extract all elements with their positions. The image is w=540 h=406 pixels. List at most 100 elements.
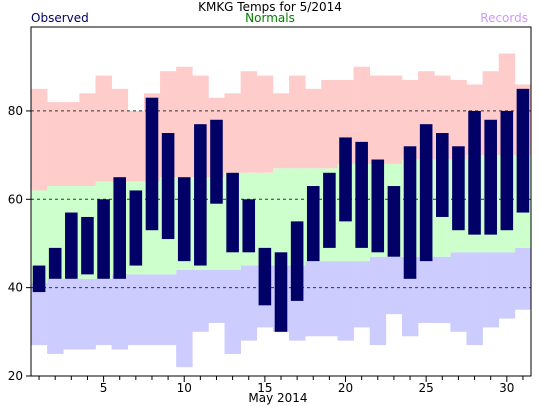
record-high-bar <box>176 66 193 178</box>
record-low-bar <box>385 256 403 315</box>
normal-bar <box>31 190 48 284</box>
x-tick-label: 20 <box>338 381 353 395</box>
observed-bar <box>371 159 385 253</box>
observed-bar <box>339 137 352 222</box>
observed-bar <box>436 133 449 217</box>
observed-bar <box>242 199 256 253</box>
record-high-bar <box>450 80 467 160</box>
record-high-bar <box>111 88 129 182</box>
y-tick-label: 60 <box>8 192 23 206</box>
x-axis-label: May 2014 <box>248 391 307 405</box>
chart-title: KMKG Temps for 5/2014 <box>198 0 342 14</box>
record-high-bar <box>95 75 112 182</box>
record-low-bar <box>321 261 338 337</box>
record-high-bar <box>31 88 48 191</box>
record-low-bar <box>418 256 435 323</box>
observed-bar <box>290 221 304 301</box>
observed-bar <box>194 124 207 266</box>
legend-records: Records <box>480 11 528 25</box>
record-low-bar <box>143 274 161 346</box>
record-high-bar <box>256 75 274 173</box>
tick-labels: 20 40 60 80 5 10 15 20 25 30 <box>8 104 515 395</box>
record-low-bar <box>63 278 80 350</box>
normal-bar <box>272 168 290 266</box>
observed-bar <box>387 186 401 257</box>
observed-bars <box>32 88 530 332</box>
record-low-bar <box>369 256 387 346</box>
observed-bar <box>403 146 417 279</box>
record-high-bar <box>321 80 338 169</box>
y-tick-label: 20 <box>8 369 23 383</box>
record-low-bar <box>514 247 532 310</box>
observed-bar <box>81 216 94 275</box>
record-low-bar <box>240 265 258 341</box>
record-low-bar <box>111 274 129 350</box>
x-tick-label: 30 <box>499 381 514 395</box>
observed-bar <box>145 97 159 231</box>
observed-bar <box>306 186 320 262</box>
observed-bar <box>323 172 336 248</box>
record-high-bar <box>369 75 387 164</box>
record-low-bar <box>434 256 451 323</box>
record-low-bar <box>208 269 225 323</box>
observed-bar <box>97 199 110 279</box>
observed-bar <box>274 252 288 332</box>
observed-bar <box>48 247 62 279</box>
observed-bar <box>468 110 481 235</box>
record-high-bar <box>79 93 96 187</box>
record-low-bar <box>160 274 177 346</box>
records-layer <box>31 53 532 368</box>
record-low-bar <box>450 252 467 332</box>
record-high-bar <box>63 102 80 187</box>
observed-bar <box>484 119 497 235</box>
observed-bar <box>419 124 433 262</box>
record-high-bar <box>401 80 419 160</box>
axes <box>26 26 532 382</box>
observed-bar <box>113 177 126 279</box>
observed-bar <box>500 110 514 231</box>
record-low-bar <box>95 278 112 346</box>
record-high-bar <box>224 93 241 173</box>
record-low-bar <box>224 269 241 354</box>
record-low-bar <box>305 261 322 337</box>
x-tick-label: 5 <box>100 381 108 395</box>
observed-bar <box>516 88 530 213</box>
record-low-bar <box>337 261 354 341</box>
record-low-bar <box>482 252 500 328</box>
record-low-bar <box>47 278 64 354</box>
record-high-bar <box>240 71 258 173</box>
observed-bar <box>177 177 191 262</box>
observed-bar <box>161 133 175 240</box>
observed-bar <box>65 212 78 279</box>
record-high-bar <box>289 75 306 169</box>
record-high-bar <box>353 66 371 164</box>
record-low-bar <box>127 274 145 346</box>
legend-observed: Observed <box>31 11 89 25</box>
record-high-bar <box>127 110 145 182</box>
x-tick-label: 10 <box>177 381 192 395</box>
observed-bar <box>129 190 143 266</box>
record-low-bar <box>466 252 483 346</box>
observed-bar <box>355 141 368 248</box>
normal-bar <box>256 172 274 266</box>
record-high-bar <box>47 102 64 187</box>
record-high-bar <box>272 93 290 169</box>
x-tick-label: 15 <box>257 381 272 395</box>
record-high-bar <box>385 75 403 164</box>
observed-bar <box>452 146 465 231</box>
y-tick-label: 40 <box>8 281 23 295</box>
record-low-bar <box>176 269 193 368</box>
record-high-bar <box>305 88 322 169</box>
observed-bar <box>226 172 239 253</box>
y-tick-label: 80 <box>8 104 23 118</box>
record-low-bar <box>498 252 516 319</box>
x-tick-label: 25 <box>419 381 434 395</box>
record-low-bar <box>353 261 371 328</box>
observed-bar <box>210 119 223 204</box>
observed-bar <box>32 265 46 293</box>
record-low-bar <box>192 269 209 332</box>
record-low-bar <box>31 283 48 346</box>
legend-normals: Normals <box>245 11 295 25</box>
record-low-bar <box>79 278 96 350</box>
